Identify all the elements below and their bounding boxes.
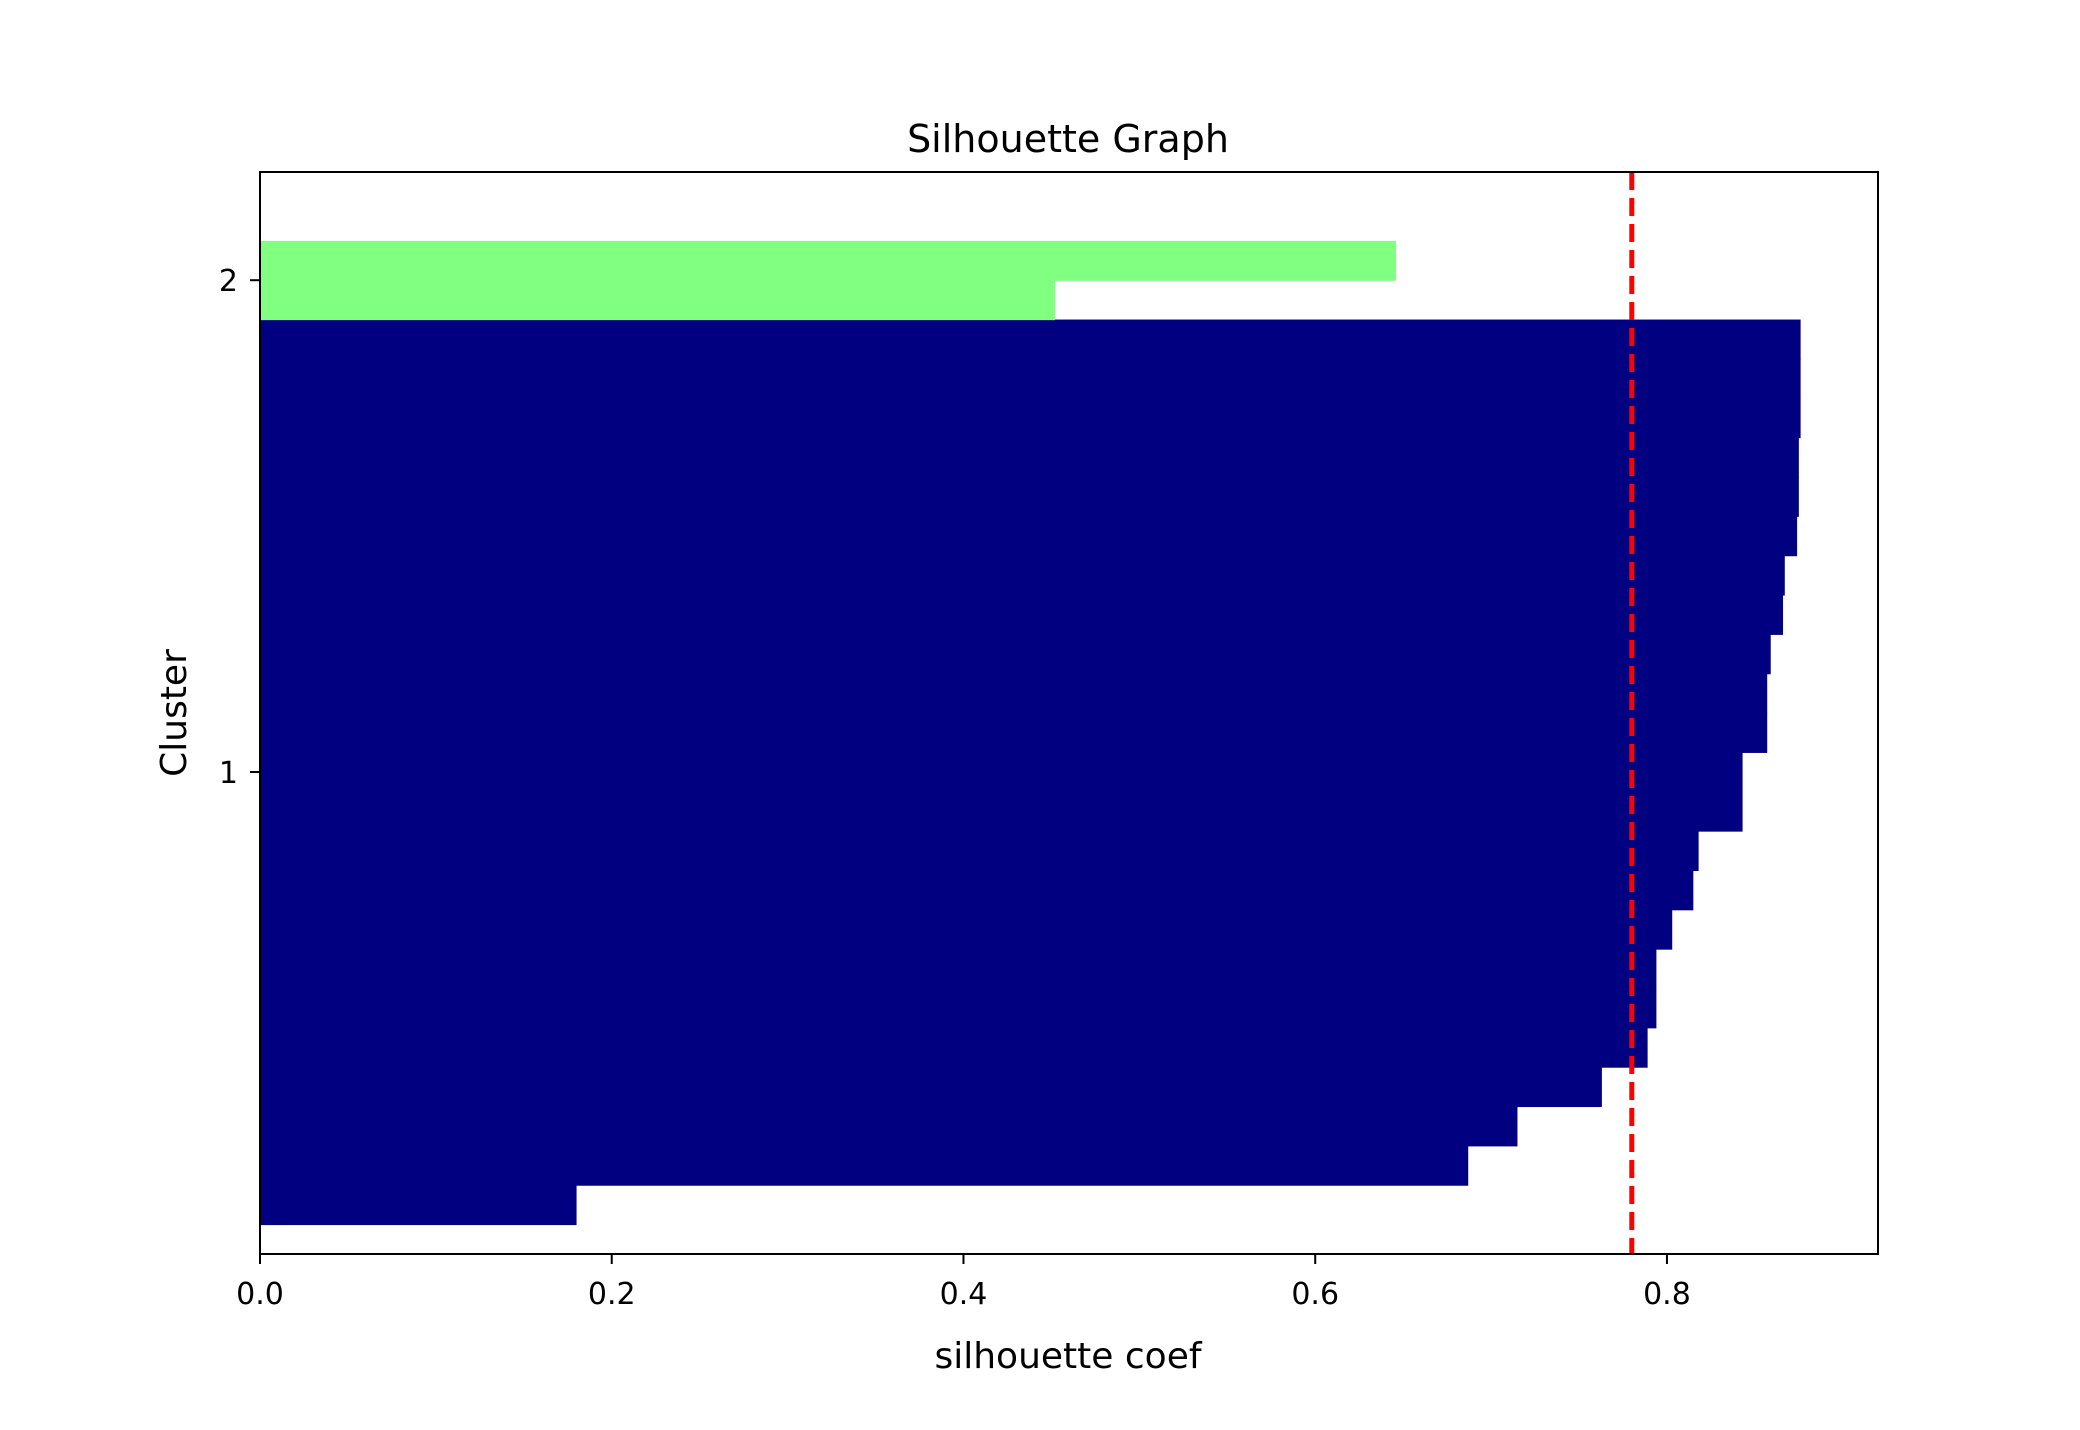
cluster-1-bar <box>260 437 1799 478</box>
plot-frame <box>259 171 1879 1255</box>
cluster-2-bar <box>260 240 1397 281</box>
chart-title: Silhouette Graph <box>907 117 1229 161</box>
cluster-1-bar <box>260 634 1771 675</box>
cluster-1-bar <box>260 673 1768 714</box>
cluster-2-bar <box>260 280 1055 321</box>
cluster-1-bar <box>260 988 1657 1029</box>
cluster-1-bar <box>260 909 1673 950</box>
y-axis-label: Cluster <box>154 649 195 777</box>
y-tick-label: 2 <box>219 264 238 299</box>
x-axis-label: silhouette coef <box>934 1336 1202 1377</box>
bars-layer <box>260 240 1801 1226</box>
cluster-1-bar <box>260 1106 1518 1147</box>
cluster-1-bar <box>260 1185 577 1226</box>
cluster-1-bar <box>260 1027 1648 1068</box>
cluster-1-bar <box>260 870 1694 911</box>
cluster-1-bar <box>260 1067 1602 1108</box>
x-tick-label: 0.4 <box>940 1277 988 1312</box>
cluster-1-bar <box>260 398 1801 439</box>
cluster-1-bar <box>260 1145 1469 1186</box>
cluster-1-bar <box>260 555 1785 596</box>
cluster-1-bar <box>260 516 1798 557</box>
cluster-1-bar <box>260 831 1699 871</box>
cluster-1-bar <box>260 713 1768 753</box>
x-axis-ticks: 0.0 0.2 0.4 0.6 0.8 <box>236 1254 1691 1312</box>
x-tick-label: 0.8 <box>1643 1277 1691 1312</box>
cluster-1-bar <box>260 594 1784 635</box>
cluster-1-bar <box>260 752 1743 793</box>
x-tick-label: 0.2 <box>588 1277 636 1312</box>
x-tick-label: 0.0 <box>236 1277 284 1312</box>
y-axis-ticks: 12 <box>219 264 260 791</box>
cluster-1-bar <box>260 791 1743 832</box>
cluster-1-bar <box>260 319 1801 360</box>
cluster-1-bar <box>260 358 1801 399</box>
x-tick-label: 0.6 <box>1291 1277 1339 1312</box>
y-tick-label: 1 <box>219 756 238 791</box>
cluster-1-bar <box>260 949 1657 990</box>
cluster-1-bar <box>260 476 1799 517</box>
